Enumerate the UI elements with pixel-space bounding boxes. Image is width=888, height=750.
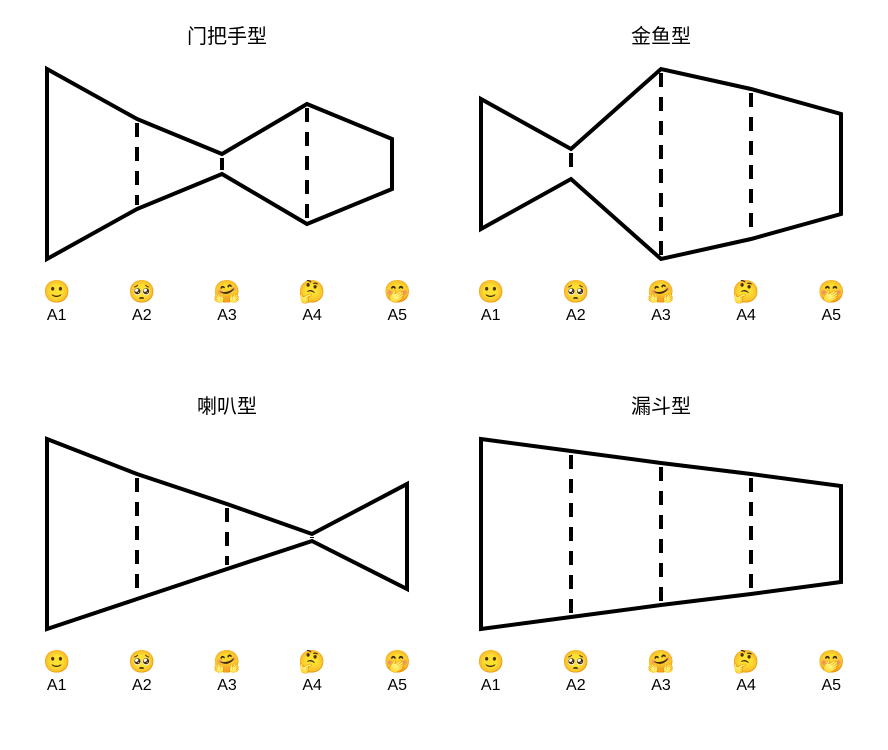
pleading-icon: 🥺 <box>562 281 589 303</box>
panel-goldfish: 金鱼型 🙂 A1 🥺 A2 🤗 A3 🤔 A4 🤭 A5 <box>464 20 858 350</box>
label-text: A5 <box>387 307 407 325</box>
label-item: 🤗 A3 <box>213 281 240 325</box>
diagram-grid: 门把手型 🙂 A1 🥺 A2 🤗 A3 🤔 A4 🤭 A5 金鱼型 🙂 A1 🥺 A2 🤗 A3 🤔 A4 🤭 A5… <box>0 0 888 750</box>
pleading-icon: 🥺 <box>128 281 155 303</box>
label-text: A4 <box>736 677 756 695</box>
label-text: A2 <box>566 307 586 325</box>
label-item: 🙂 A1 <box>477 651 504 695</box>
label-text: A5 <box>821 307 841 325</box>
hands-over-mouth-icon: 🤗 <box>213 281 240 303</box>
giggle-icon: 🤭 <box>384 651 411 673</box>
panel-funnel: 漏斗型 🙂 A1 🥺 A2 🤗 A3 🤔 A4 🤭 A5 <box>464 390 858 720</box>
thinking-headband-icon: 🤔 <box>298 281 325 303</box>
label-item: 🤔 A4 <box>732 281 759 325</box>
shape-svg <box>471 59 851 269</box>
label-item: 🤗 A3 <box>213 651 240 695</box>
label-item: 🥺 A2 <box>128 281 155 325</box>
thinking-headband-icon: 🤔 <box>732 651 759 673</box>
label-row: 🙂 A1 🥺 A2 🤗 A3 🤔 A4 🤭 A5 <box>471 651 851 695</box>
label-item: 🤭 A5 <box>384 651 411 695</box>
thinking-headband-icon: 🤔 <box>732 281 759 303</box>
smile-icon: 🙂 <box>477 281 504 303</box>
smile-icon: 🙂 <box>43 281 70 303</box>
giggle-icon: 🤭 <box>818 651 845 673</box>
label-item: 🤭 A5 <box>818 281 845 325</box>
smile-icon: 🙂 <box>477 651 504 673</box>
label-row: 🙂 A1 🥺 A2 🤗 A3 🤔 A4 🤭 A5 <box>37 281 417 325</box>
shape-svg <box>37 429 417 639</box>
hands-over-mouth-icon: 🤗 <box>647 281 674 303</box>
label-text: A1 <box>481 677 501 695</box>
label-text: A5 <box>821 677 841 695</box>
giggle-icon: 🤭 <box>384 281 411 303</box>
label-text: A4 <box>302 677 322 695</box>
label-item: 🥺 A2 <box>562 281 589 325</box>
label-text: A2 <box>566 677 586 695</box>
label-text: A1 <box>47 677 67 695</box>
shape-outline <box>47 69 392 259</box>
label-item: 🤭 A5 <box>384 281 411 325</box>
label-item: 🙂 A1 <box>43 651 70 695</box>
label-text: A1 <box>481 307 501 325</box>
smile-icon: 🙂 <box>43 651 70 673</box>
label-text: A3 <box>217 307 237 325</box>
panel-title: 门把手型 <box>187 20 267 49</box>
shape-goldfish <box>471 59 851 269</box>
label-text: A3 <box>651 307 671 325</box>
label-text: A3 <box>651 677 671 695</box>
shape-svg <box>471 429 851 639</box>
label-text: A2 <box>132 677 152 695</box>
label-item: 🤔 A4 <box>298 651 325 695</box>
hands-over-mouth-icon: 🤗 <box>647 651 674 673</box>
label-text: A3 <box>217 677 237 695</box>
shape-funnel <box>471 429 851 639</box>
label-text: A2 <box>132 307 152 325</box>
label-text: A4 <box>736 307 756 325</box>
label-row: 🙂 A1 🥺 A2 🤗 A3 🤔 A4 🤭 A5 <box>37 651 417 695</box>
label-item: 🤭 A5 <box>818 651 845 695</box>
hands-over-mouth-icon: 🤗 <box>213 651 240 673</box>
pleading-icon: 🥺 <box>128 651 155 673</box>
label-text: A5 <box>387 677 407 695</box>
label-item: 🤗 A3 <box>647 651 674 695</box>
shape-trumpet <box>37 429 417 639</box>
panel-title: 喇叭型 <box>197 390 257 419</box>
label-item: 🙂 A1 <box>43 281 70 325</box>
panel-title: 漏斗型 <box>631 390 691 419</box>
shape-svg <box>37 59 417 269</box>
label-item: 🥺 A2 <box>128 651 155 695</box>
label-item: 🥺 A2 <box>562 651 589 695</box>
label-text: A1 <box>47 307 67 325</box>
pleading-icon: 🥺 <box>562 651 589 673</box>
label-item: 🙂 A1 <box>477 281 504 325</box>
label-item: 🤗 A3 <box>647 281 674 325</box>
giggle-icon: 🤭 <box>818 281 845 303</box>
thinking-headband-icon: 🤔 <box>298 651 325 673</box>
label-row: 🙂 A1 🥺 A2 🤗 A3 🤔 A4 🤭 A5 <box>471 281 851 325</box>
shape-doorknob <box>37 59 417 269</box>
panel-trumpet: 喇叭型 🙂 A1 🥺 A2 🤗 A3 🤔 A4 🤭 A5 <box>30 390 424 720</box>
label-item: 🤔 A4 <box>298 281 325 325</box>
label-text: A4 <box>302 307 322 325</box>
label-item: 🤔 A4 <box>732 651 759 695</box>
panel-doorknob: 门把手型 🙂 A1 🥺 A2 🤗 A3 🤔 A4 🤭 A5 <box>30 20 424 350</box>
panel-title: 金鱼型 <box>631 20 691 49</box>
